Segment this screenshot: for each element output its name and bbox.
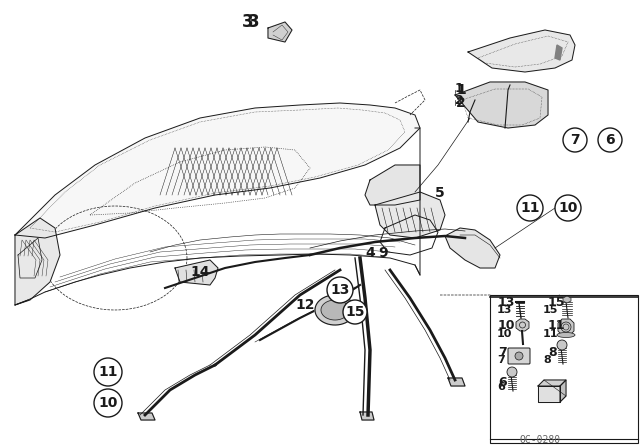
- Text: 11: 11: [548, 319, 566, 332]
- Text: 7: 7: [570, 133, 580, 147]
- Text: 15: 15: [543, 305, 558, 315]
- Circle shape: [557, 340, 567, 350]
- Text: 3: 3: [242, 13, 254, 31]
- Polygon shape: [538, 386, 560, 402]
- Text: 10: 10: [497, 329, 513, 339]
- Text: 7: 7: [498, 345, 507, 358]
- Polygon shape: [516, 319, 529, 331]
- Circle shape: [555, 195, 581, 221]
- Polygon shape: [468, 30, 575, 72]
- Text: 1: 1: [455, 82, 464, 95]
- Text: 10: 10: [99, 396, 118, 410]
- Text: 15: 15: [345, 305, 365, 319]
- Circle shape: [94, 389, 122, 417]
- Text: 7: 7: [497, 355, 505, 365]
- Polygon shape: [365, 165, 420, 205]
- Text: 12: 12: [295, 298, 314, 312]
- Circle shape: [563, 128, 587, 152]
- Ellipse shape: [557, 332, 575, 337]
- Circle shape: [343, 300, 367, 324]
- Text: 11: 11: [520, 201, 540, 215]
- Text: 6: 6: [497, 382, 505, 392]
- Text: 4: 4: [365, 246, 375, 260]
- Polygon shape: [321, 300, 349, 320]
- Polygon shape: [375, 192, 445, 238]
- Polygon shape: [445, 228, 500, 268]
- Text: 3: 3: [248, 13, 260, 31]
- Polygon shape: [138, 413, 155, 420]
- Circle shape: [94, 358, 122, 386]
- Bar: [490, 295, 638, 443]
- Polygon shape: [15, 103, 420, 238]
- Text: 13: 13: [498, 296, 515, 309]
- Polygon shape: [455, 82, 548, 128]
- Text: 10: 10: [558, 201, 578, 215]
- Polygon shape: [558, 319, 574, 335]
- Polygon shape: [175, 260, 218, 285]
- Text: 14: 14: [190, 265, 209, 279]
- Polygon shape: [563, 296, 571, 303]
- Text: 8: 8: [548, 345, 557, 358]
- Text: 2: 2: [456, 96, 466, 110]
- Text: 10: 10: [498, 319, 515, 332]
- Text: 6: 6: [605, 133, 615, 147]
- Polygon shape: [315, 295, 355, 325]
- Polygon shape: [448, 378, 465, 386]
- Circle shape: [517, 195, 543, 221]
- Text: 1: 1: [456, 83, 466, 97]
- Text: 15: 15: [548, 296, 566, 309]
- Text: 2: 2: [455, 94, 464, 107]
- Circle shape: [507, 367, 517, 377]
- Polygon shape: [538, 380, 566, 386]
- Text: 8: 8: [543, 355, 551, 365]
- Circle shape: [598, 128, 622, 152]
- Text: 13: 13: [497, 305, 513, 315]
- Polygon shape: [360, 412, 374, 420]
- Text: 5: 5: [435, 186, 445, 200]
- Text: OC-0280: OC-0280: [520, 435, 561, 445]
- Text: 9: 9: [378, 246, 388, 260]
- Polygon shape: [268, 22, 292, 42]
- Polygon shape: [560, 380, 566, 402]
- Circle shape: [515, 352, 523, 360]
- Text: 6: 6: [498, 375, 507, 388]
- Circle shape: [327, 277, 353, 303]
- Polygon shape: [15, 218, 60, 305]
- Text: 13: 13: [330, 283, 349, 297]
- Polygon shape: [555, 45, 562, 60]
- Text: 11: 11: [543, 329, 559, 339]
- FancyBboxPatch shape: [508, 348, 530, 364]
- Text: 11: 11: [99, 365, 118, 379]
